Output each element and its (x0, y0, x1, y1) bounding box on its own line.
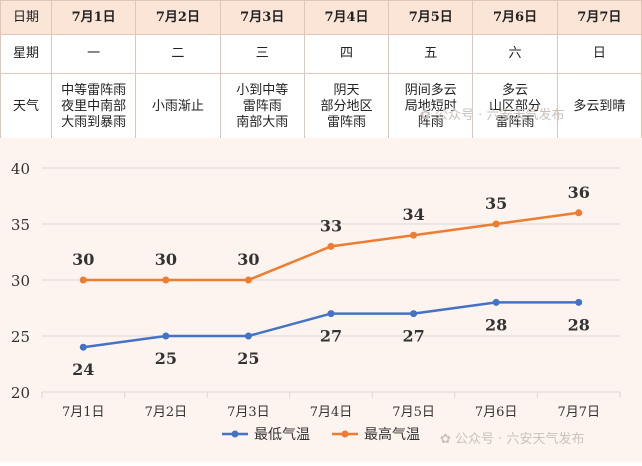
data-point-low (410, 310, 418, 318)
date-cell: 7月5日 (388, 0, 474, 35)
data-point-high (492, 220, 500, 228)
watermark-text: 公众号 · 六安天气发布 (455, 432, 585, 447)
data-label-low: 28 (485, 315, 507, 334)
data-label-low: 25 (237, 349, 259, 368)
watermark-icon: ✿ (420, 108, 431, 123)
x-tick-label: 7月7日 (557, 405, 600, 420)
data-point-low (244, 332, 252, 340)
forecast-table: 日期 7月1日 7月2日 7月3日 7月4日 7月5日 7月6日 7月7日 星期… (0, 0, 642, 141)
date-cell: 7月1日 (50, 0, 137, 35)
legend-label: 最低气温 (254, 427, 310, 443)
data-label-high: 36 (568, 183, 590, 202)
data-label-high: 30 (72, 250, 94, 269)
date-cell: 7月3日 (219, 0, 305, 35)
row-header-date: 日期 (0, 0, 52, 35)
x-tick-label: 7月2日 (145, 405, 188, 420)
weather-cell: 多云 山区部分 雷阵雨 (472, 73, 558, 141)
data-label-high: 34 (402, 205, 424, 224)
weather-cell: 小到中等 雷阵雨 南部大雨 (219, 73, 305, 141)
data-point-high (410, 231, 418, 239)
data-point-low (575, 298, 583, 306)
date-row: 日期 7月1日 7月2日 7月3日 7月4日 7月5日 7月6日 7月7日 (0, 0, 642, 35)
watermark-text: 公众号 · 六安天气发布 (435, 108, 565, 123)
weather-cell: 阴间多云 局地短时 阵雨 (388, 73, 474, 141)
watermark-icon: ✿ (440, 432, 451, 447)
y-tick-label: 30 (11, 272, 30, 290)
weekday-cell: 日 (556, 34, 642, 74)
data-point-high (575, 209, 583, 217)
data-label-low: 28 (568, 315, 590, 334)
weather-cell: 多云到晴 (556, 73, 642, 141)
weather-cell: 小雨渐止 (135, 73, 221, 141)
temperature-chart: 20 25 30 35 40 7月1日 7月2日 7月3日 7月4日 7月5日 7月6日 7月7日 24… (0, 138, 642, 462)
x-tick-label: 7月3日 (227, 405, 270, 420)
data-point-low (327, 310, 335, 318)
x-tick-label: 7月6日 (475, 405, 518, 420)
data-point-high (79, 276, 87, 284)
watermark-bottom: ✿ 公众号 · 六安天气发布 (440, 428, 584, 447)
weekday-cell: 五 (388, 34, 474, 74)
data-point-high (244, 276, 252, 284)
legend-marker (341, 430, 349, 438)
data-label-low: 25 (155, 349, 177, 368)
legend-marker (231, 430, 239, 438)
date-cell: 7月6日 (472, 0, 558, 35)
row-header-weekday: 星期 (0, 34, 52, 74)
weekday-cell: 三 (219, 34, 305, 74)
data-label-low: 24 (72, 360, 94, 379)
weather-row: 天气 中等雷阵雨 夜里中南部 大雨到暴雨 小雨渐止 小到中等 雷阵雨 南部大雨 … (0, 73, 642, 141)
data-label-high: 33 (320, 216, 342, 235)
weekday-row: 星期 一 二 三 四 五 六 日 (0, 34, 642, 74)
data-point-low (162, 332, 170, 340)
x-tick-label: 7月5日 (392, 405, 435, 420)
x-tick-label: 7月4日 (310, 405, 353, 420)
date-cell: 7月4日 (303, 0, 390, 35)
weekday-cell: 二 (135, 34, 221, 74)
date-cell: 7月2日 (135, 0, 221, 35)
data-label-high: 35 (485, 194, 507, 213)
weekday-cell: 六 (472, 34, 558, 74)
y-tick-label: 35 (11, 216, 30, 234)
weekday-cell: 一 (50, 34, 137, 74)
weather-cell: 阴天 部分地区 雷阵雨 (303, 73, 390, 141)
data-label-low: 27 (320, 327, 342, 346)
y-tick-label: 25 (11, 328, 30, 346)
data-label-low: 27 (402, 327, 424, 346)
row-header-weather: 天气 (0, 73, 52, 141)
legend-label: 最高气温 (364, 426, 420, 443)
chart-svg: 20 25 30 35 40 7月1日 7月2日 7月3日 7月4日 7月5日 7月6日 7月7日 24… (11, 160, 621, 443)
data-label-high: 30 (155, 250, 177, 269)
y-tick-label: 20 (11, 384, 30, 402)
watermark-top: ✿ 公众号 · 六安天气发布 (420, 104, 564, 123)
weekday-cell: 四 (303, 34, 390, 74)
data-label-high: 30 (237, 250, 259, 269)
data-point-low (492, 298, 500, 306)
data-point-low (79, 343, 87, 351)
x-tick-label: 7月1日 (62, 405, 105, 420)
date-cell: 7月7日 (556, 0, 642, 35)
data-point-high (327, 242, 335, 250)
data-point-high (162, 276, 170, 284)
weather-cell: 中等雷阵雨 夜里中南部 大雨到暴雨 (50, 73, 137, 141)
y-tick-label: 40 (11, 160, 30, 178)
